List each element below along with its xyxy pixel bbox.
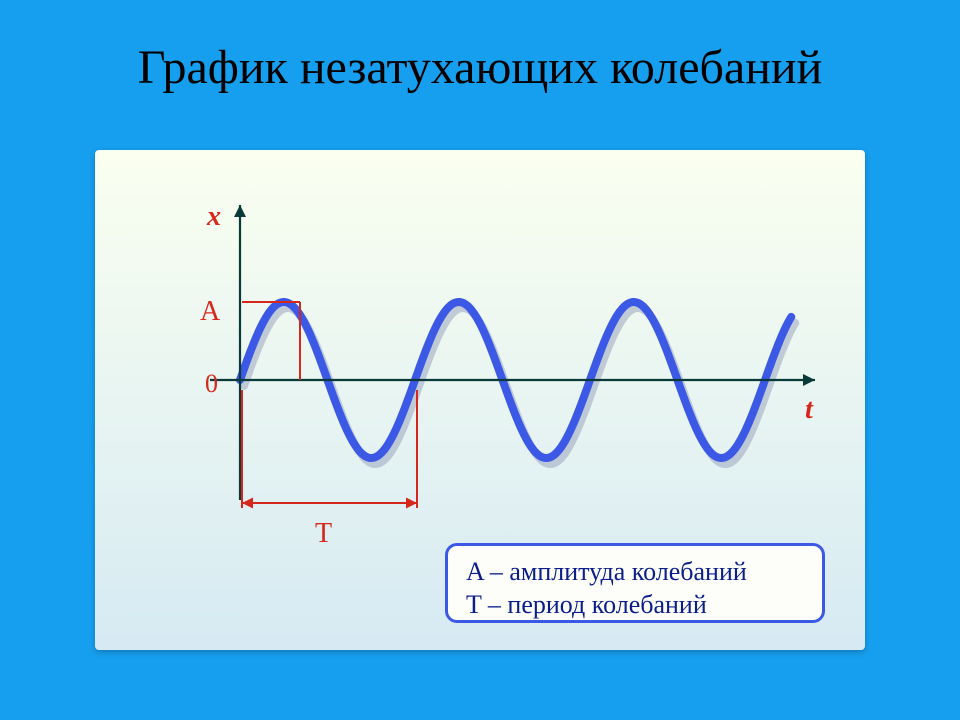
legend-line-period: T – период колебаний <box>466 589 804 622</box>
slide-page: График незатухающих колебаний x A 0 Tt A – … <box>0 0 960 720</box>
legend-box: A – амплитуда колебаний T – период колеб… <box>445 543 825 623</box>
svg-text:0: 0 <box>205 369 218 398</box>
page-title: График незатухающих колебаний <box>0 40 960 95</box>
chart-panel: x A 0 Tt A – амплитуда колебаний T – период… <box>95 150 865 650</box>
svg-text:T: T <box>315 518 332 549</box>
legend-line-amplitude: A – амплитуда колебаний <box>466 556 804 589</box>
svg-text:x: x <box>206 201 221 232</box>
svg-text:A: A <box>200 296 221 327</box>
svg-text:t: t <box>805 394 814 425</box>
